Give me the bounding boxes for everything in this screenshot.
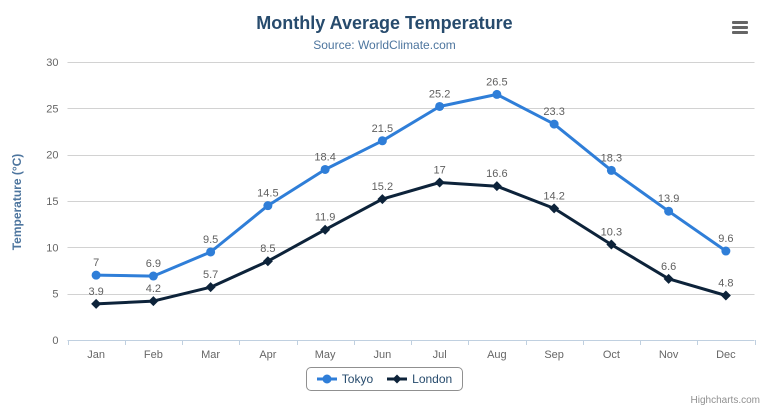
legend: Tokyo London: [0, 367, 769, 391]
svg-text:25: 25: [46, 103, 58, 115]
svg-text:9.6: 9.6: [718, 233, 733, 245]
legend-label-tokyo: Tokyo: [341, 372, 374, 386]
svg-text:May: May: [315, 349, 336, 361]
svg-text:Aug: Aug: [487, 349, 507, 361]
svg-text:8.5: 8.5: [260, 243, 275, 255]
svg-text:23.3: 23.3: [543, 106, 564, 118]
svg-text:Jun: Jun: [374, 349, 392, 361]
svg-text:25.2: 25.2: [429, 88, 450, 100]
svg-text:14.5: 14.5: [257, 188, 278, 200]
series-tokyo: 7 6.9 9.5 14.5 18.4 21.5 25.2 26.5 23.3 18.3 13.9 9…: [91, 76, 734, 281]
legend-item-london[interactable]: London: [387, 372, 452, 386]
legend-label-london: London: [412, 372, 453, 386]
svg-text:6.9: 6.9: [146, 258, 161, 270]
svg-text:20: 20: [46, 150, 58, 162]
svg-text:Jan: Jan: [87, 349, 105, 361]
svg-text:4.8: 4.8: [718, 278, 733, 290]
svg-text:15: 15: [46, 196, 58, 208]
svg-text:Jul: Jul: [433, 349, 447, 361]
svg-text:3.9: 3.9: [88, 286, 103, 298]
svg-text:Mar: Mar: [201, 349, 220, 361]
svg-text:10.3: 10.3: [601, 227, 622, 239]
svg-text:Apr: Apr: [259, 349, 276, 361]
svg-text:Oct: Oct: [603, 349, 620, 361]
credits-link[interactable]: Highcharts.com: [690, 395, 760, 406]
svg-text:5.7: 5.7: [203, 269, 218, 281]
svg-text:11.9: 11.9: [315, 212, 336, 224]
svg-text:5: 5: [52, 289, 58, 301]
london-series-marker-icon: [387, 374, 408, 384]
svg-text:26.5: 26.5: [486, 76, 507, 88]
svg-text:15.2: 15.2: [372, 181, 393, 193]
svg-text:Dec: Dec: [716, 349, 736, 361]
svg-text:18.4: 18.4: [314, 151, 335, 163]
svg-text:Sep: Sep: [544, 349, 564, 361]
x-axis: Jan Feb Mar Apr May Jun Jul Aug Sep Oct Nov Dec: [67, 340, 756, 361]
svg-text:6.6: 6.6: [661, 261, 676, 273]
svg-text:13.9: 13.9: [658, 193, 679, 205]
svg-text:21.5: 21.5: [372, 123, 393, 135]
svg-text:Nov: Nov: [659, 349, 679, 361]
svg-text:17: 17: [434, 164, 446, 176]
chart-title: Monthly Average Temperature: [256, 13, 513, 33]
svg-text:30: 30: [46, 57, 58, 69]
y-grid-and-labels: 0 5 10 15 20 25 30: [46, 57, 755, 347]
svg-text:9.5: 9.5: [203, 234, 218, 246]
svg-text:Feb: Feb: [144, 349, 163, 361]
chart-subtitle: Source: WorldClimate.com: [313, 38, 456, 52]
svg-text:4.2: 4.2: [146, 283, 161, 295]
svg-text:14.2: 14.2: [543, 190, 564, 202]
tokyo-series-marker-icon: [316, 374, 337, 384]
hamburger-icon[interactable]: [732, 21, 748, 36]
svg-text:0: 0: [52, 335, 58, 347]
svg-text:7: 7: [93, 257, 99, 269]
svg-text:10: 10: [46, 242, 58, 254]
legend-item-tokyo[interactable]: Tokyo: [316, 372, 374, 386]
series-london: 3.9 4.2 5.7 8.5 11.9 15.2 17 16.6 14.2 10.3 6.6 4.8: [88, 164, 734, 309]
svg-text:18.3: 18.3: [601, 152, 622, 164]
svg-text:16.6: 16.6: [486, 168, 507, 180]
y-axis-title: Temperature (°C): [10, 153, 24, 251]
